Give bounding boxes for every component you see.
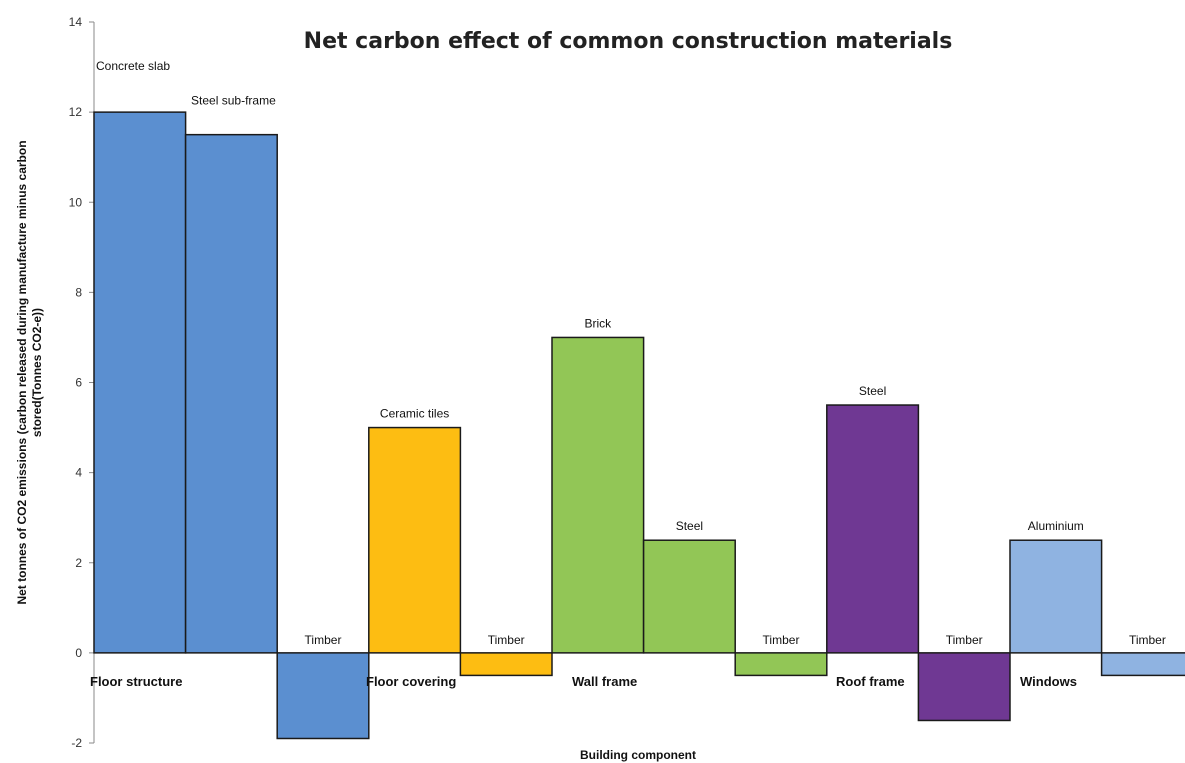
bar (93, 111, 187, 654)
y-tick-label: 2 (75, 556, 82, 570)
bar-label: Ceramic tiles (380, 407, 449, 421)
bar (276, 652, 370, 740)
bar (184, 133, 278, 654)
bar-label: Timber (946, 633, 983, 647)
bar-label: Steel sub-frame (191, 94, 276, 108)
bar-labels: Concrete slab Steel sub-frame Timber Floor … (90, 59, 1166, 689)
bar-label: Timber (1129, 633, 1166, 647)
y-tick-label: 10 (69, 195, 83, 209)
bar (826, 404, 920, 654)
bar-label: Brick (584, 316, 612, 330)
group-label: Wall frame (572, 674, 637, 689)
y-tick-label: 0 (75, 646, 82, 660)
bar-label: Aluminium (1028, 519, 1084, 533)
bar (1009, 539, 1103, 654)
group-label: Roof frame (836, 674, 905, 689)
bar-label: Steel (859, 384, 886, 398)
group-label: Floor covering (366, 674, 456, 689)
y-tick-label: 4 (75, 466, 82, 480)
bar-label: Timber (488, 633, 525, 647)
bar-label: Steel (676, 519, 703, 533)
y-tick-label: 12 (69, 105, 83, 119)
group-label: Floor structure (90, 674, 182, 689)
y-tick-label: -2 (71, 736, 82, 750)
bar (459, 652, 553, 677)
bar-label: Timber (305, 633, 342, 647)
y-axis-label: Net tonnes of CO2 emissions (carbon rele… (15, 140, 44, 604)
y-tick-label: 14 (69, 15, 83, 29)
group-label: Windows (1020, 674, 1077, 689)
bar (551, 336, 645, 654)
bar-label: Timber (763, 633, 800, 647)
chart-title: Net carbon effect of common construction… (304, 29, 953, 54)
bar (734, 652, 828, 677)
y-tick-label: 8 (75, 285, 82, 299)
bars (93, 111, 1185, 740)
y-tick-label: 6 (75, 376, 82, 390)
bar (368, 426, 462, 654)
bar (917, 652, 1011, 722)
bar (642, 539, 736, 654)
bar-label: Concrete slab (96, 59, 170, 73)
bar (1100, 652, 1185, 677)
x-axis-label: Building component (580, 748, 696, 762)
